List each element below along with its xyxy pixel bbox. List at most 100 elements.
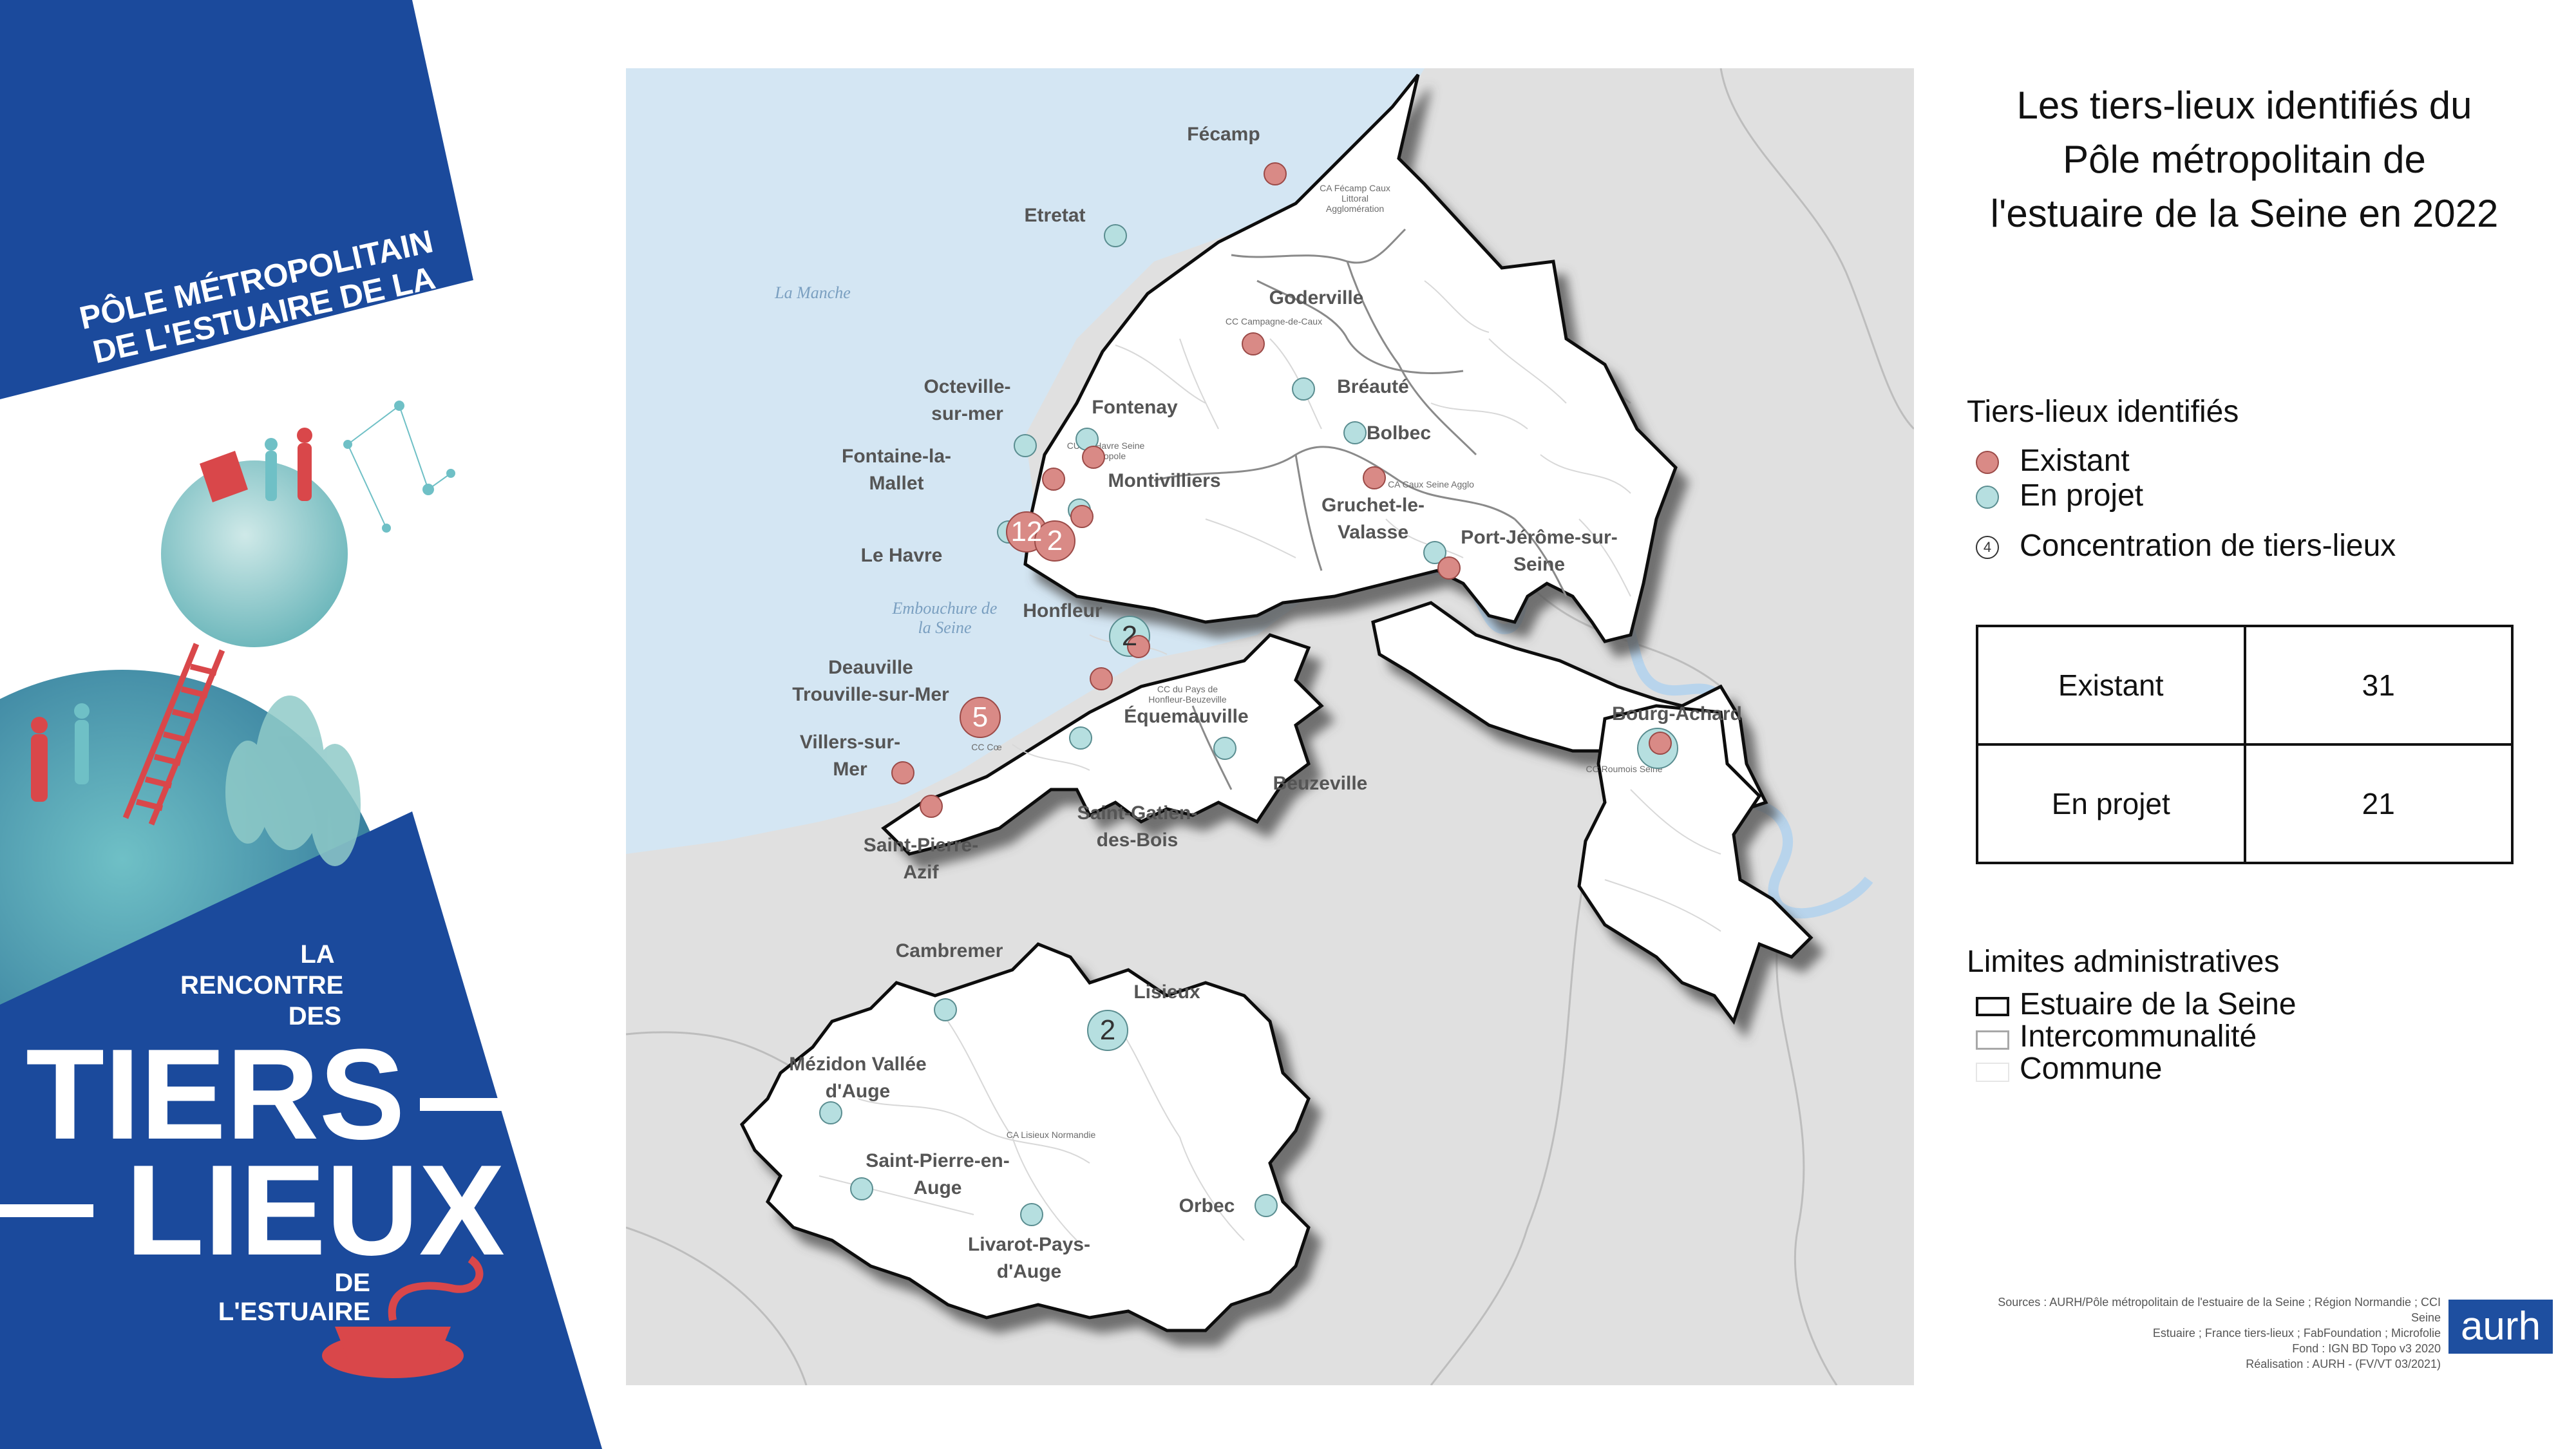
marker-saintgatien[interactable] [1069,726,1092,750]
legend-projet-label: En projet [2020,478,2144,513]
place-label-line: Goderville [1269,287,1364,308]
marker-portjerome-projet[interactable] [1423,541,1446,564]
interco-label-fecamp: CA Fécamp Caux Littoral Agglomération [1320,183,1390,214]
place-label-line: Valasse [1337,522,1409,543]
marker-etretat[interactable] [1104,224,1127,247]
marker-fontaine[interactable] [1042,468,1065,491]
place-label-line: Cambremer [895,940,1003,961]
place-label-line: Mallet [869,473,924,494]
marker-cambremer[interactable] [934,998,957,1021]
interco-label-line: CA Fécamp Caux [1320,183,1390,193]
legend-projet-swatch [1976,486,1999,509]
place-label-line: Orbec [1179,1195,1235,1217]
place-label-line: Etretat [1024,205,1086,226]
legend-existant-label: Existant [2020,444,2130,478]
legend-panel: Les tiers-lieux identifiés du Pôle métro… [1945,0,2576,1449]
limit-commune-label: Commune [2020,1052,2163,1086]
place-label-line: Trouville-sur-Mer [792,684,949,705]
interco-label-campagne: CC Campagne-de-Caux [1226,316,1322,327]
place-label-line: Seine [1513,554,1566,575]
marker-goderville[interactable] [1242,332,1265,355]
box-illustration [200,451,248,502]
place-label-honfleur: Honfleur [1023,598,1102,625]
marker-fontenay-existant[interactable] [1082,446,1105,469]
marker-breaute[interactable] [1292,377,1315,401]
interco-label-line: CA Caux Seine Agglo [1388,479,1474,489]
marker-beuzeville[interactable] [1213,737,1236,760]
place-label-line: Azif [903,862,939,883]
place-label-line: Fontaine-la- [842,446,951,467]
marker-saintpierreazif[interactable] [920,795,943,818]
legend-heading: Tiers-lieux identifiés [1967,395,2239,429]
interco-label-honfleur: CC du Pays de Honfleur-Beuzeville [1148,684,1226,705]
marker-orbec[interactable] [1255,1194,1278,1217]
marker-equemauville[interactable] [1090,667,1113,690]
marker-deauville[interactable] [960,697,1001,738]
marker-honfleur-existant[interactable] [1127,635,1150,658]
place-label-lehavre: Le Havre [861,542,943,569]
place-label-portjerome: Port-Jérôme-sur- Seine [1461,524,1617,578]
marker-montivilliers-existant[interactable] [1070,505,1094,528]
sea-area [626,68,1425,854]
place-label-line: Beuzeville [1273,773,1368,794]
map-title-line1: Les tiers-lieux identifiés du [2016,84,2472,127]
place-label-line: Montivilliers [1108,470,1221,491]
interco-label-roumois: CC Roumois Seine [1586,764,1662,774]
marker-lehavre-existant-2[interactable] [1034,520,1075,562]
marker-bolbec-existant[interactable] [1363,466,1386,489]
place-label-line: Fécamp [1187,124,1260,145]
place-label-line: Mézidon Vallée [789,1054,927,1075]
stats-label-projet: En projet [1976,743,2246,864]
marker-livarot[interactable] [1020,1203,1043,1226]
interco-label-line: CA Lisieux Normandie [1006,1130,1096,1140]
sources-line: Estuaire ; France tiers-lieux ; FabFound… [2152,1327,2441,1340]
place-label-line: Bolbec [1366,422,1432,444]
table-row: Existant 31 [1976,625,2514,746]
table-row: En projet 21 [1976,743,2514,864]
place-label-goderville: Goderville [1269,285,1364,312]
place-label-lisieux: Lisieux [1133,979,1200,1006]
interco-label-cauxseine: CA Caux Seine Agglo [1388,479,1474,489]
place-label-line: Villers-sur- [799,732,901,753]
map-title-line2: Pôle métropolitain de [2063,138,2426,181]
limit-estuaire-swatch [1976,997,2009,1016]
marker-mezidon[interactable] [819,1101,842,1124]
sources-credits: Sources : AURH/Pôle métropolitain de l'e… [1971,1294,2441,1372]
marker-saintpierreauge[interactable] [850,1177,873,1200]
place-label-fontaine: Fontaine-la- Mallet [842,443,951,497]
sea-label-embouchure-line1: Embouchure de [892,599,998,618]
limit-interco-swatch [1976,1030,2009,1050]
place-label-mezidon: Mézidon Vallée d'Auge [789,1051,926,1105]
map-title: Les tiers-lieux identifiés du Pôle métro… [1964,79,2524,241]
place-label-line: Livarot-Pays- [967,1234,1091,1255]
event-poster: PÔLE MÉTROPOLITAIN DE L'ESTUAIRE DE LA S… [0,0,602,1449]
constellation-illustration [343,401,455,533]
place-label-line: Octeville- [923,376,1011,397]
marker-portjerome-existant[interactable] [1437,556,1461,580]
place-label-line: des-Bois [1096,829,1179,851]
marker-fecamp[interactable] [1264,162,1287,185]
map-base [626,68,1914,1385]
place-label-beuzeville: Beuzeville [1273,770,1368,797]
marker-bolbec-projet[interactable] [1343,421,1367,444]
place-label-line: Bourg-Achard [1612,703,1742,724]
limit-estuaire-label: Estuaire de la Seine [2020,987,2297,1021]
marker-villers[interactable] [891,761,914,784]
legend-concentration-label: Concentration de tiers-lieux [2020,529,2396,563]
ladder-illustration [122,643,225,826]
stats-label-existant: Existant [1976,625,2246,746]
event-title-tiers: TIERS [26,1023,405,1166]
place-label-line: Gruchet-le- [1321,495,1425,516]
marker-count-honfleur: 2 [1121,620,1138,652]
stats-value-projet: 21 [2243,743,2514,864]
interco-label-lisieux: CA Lisieux Normandie [1007,1130,1096,1140]
plant-illustration [225,696,361,866]
marker-bourgachard-existant[interactable] [1649,732,1672,755]
place-label-line: Bréauté [1337,376,1409,397]
place-label-equemauville: Équemauville [1124,703,1248,730]
marker-octeville[interactable] [1014,434,1037,457]
place-label-bolbec: Bolbec [1367,420,1431,447]
place-label-line: d'Auge [825,1081,891,1102]
marker-lisieux[interactable] [1087,1010,1128,1051]
place-label-fecamp: Fécamp [1187,121,1260,148]
